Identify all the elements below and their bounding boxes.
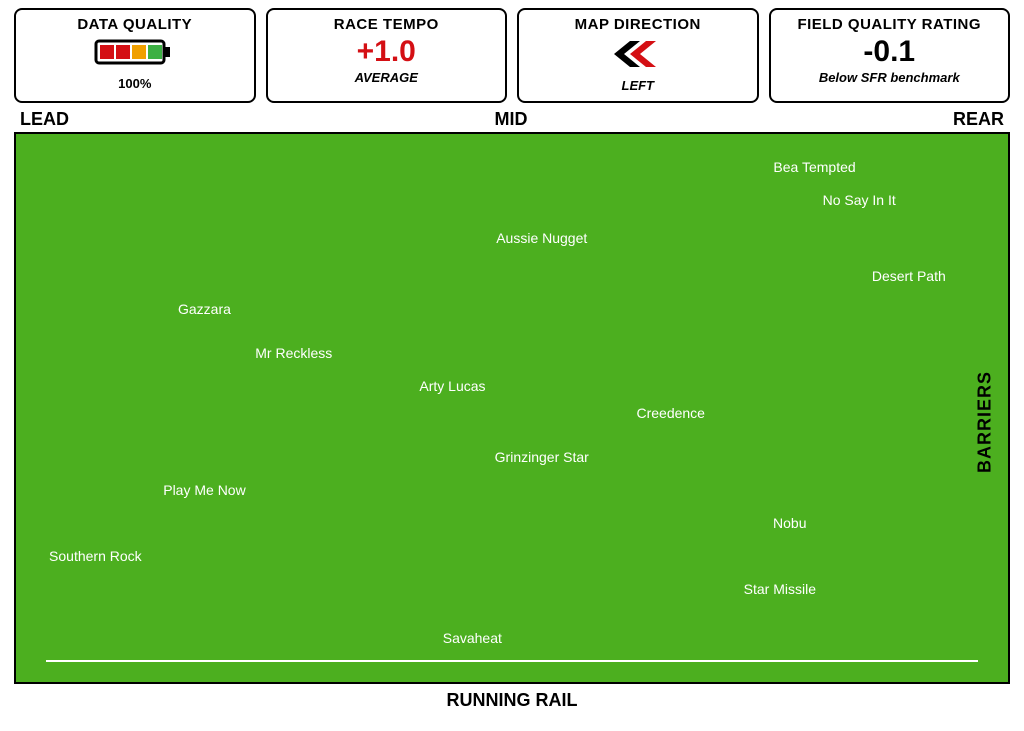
race-tempo-sub: AVERAGE (355, 70, 418, 85)
map-direction-card: MAP DIRECTION LEFT (517, 8, 759, 103)
horse-marker: Star Missile (744, 581, 816, 597)
horse-marker: Grinzinger Star (495, 449, 589, 465)
field-quality-value: -0.1 (863, 35, 915, 68)
data-quality-title: DATA QUALITY (77, 16, 192, 33)
info-cards-row: DATA QUALITY 100% RACE TEMPO +1.0 AVERAG… (14, 8, 1010, 103)
field-quality-title: FIELD QUALITY RATING (797, 16, 981, 33)
race-tempo-title: RACE TEMPO (334, 16, 439, 33)
horse-marker: Desert Path (872, 268, 946, 284)
horse-marker: Southern Rock (49, 548, 142, 564)
horse-marker: Savaheat (443, 630, 502, 646)
horse-marker: Arty Lucas (419, 378, 485, 394)
horse-marker: Nobu (773, 515, 806, 531)
horse-marker: Play Me Now (163, 482, 245, 498)
data-quality-card: DATA QUALITY 100% (14, 8, 256, 103)
race-tempo-value: +1.0 (357, 35, 416, 68)
data-quality-percent: 100% (118, 76, 151, 91)
race-tempo-card: RACE TEMPO +1.0 AVERAGE (266, 8, 508, 103)
running-rail-line (46, 660, 978, 662)
chevron-left-icon (610, 39, 666, 74)
horse-marker: Gazzara (178, 301, 231, 317)
field-background (16, 134, 1008, 682)
axis-rear-label: REAR (953, 109, 1004, 130)
horse-marker: Bea Tempted (773, 159, 855, 175)
running-rail-label: RUNNING RAIL (14, 690, 1010, 711)
field-wrap: Bea Tempted No Say In It Aussie Nugget Dese… (14, 132, 1010, 711)
barriers-axis-label: BARRIERS (974, 370, 995, 472)
battery-icon (94, 37, 176, 72)
field-quality-sub: Below SFR benchmark (819, 70, 960, 85)
axis-lead-label: LEAD (20, 109, 69, 130)
position-axis-labels: LEAD MID REAR (14, 109, 1010, 130)
horse-marker: Creedence (636, 405, 705, 421)
horse-marker: Aussie Nugget (496, 230, 587, 246)
horse-marker: No Say In It (823, 192, 896, 208)
race-field-map: Bea Tempted No Say In It Aussie Nugget Dese… (14, 132, 1010, 684)
axis-mid-label: MID (494, 109, 527, 130)
field-quality-card: FIELD QUALITY RATING -0.1 Below SFR benc… (769, 8, 1011, 103)
map-direction-sub: LEFT (622, 78, 655, 93)
horse-marker: Mr Reckless (255, 345, 332, 361)
map-direction-title: MAP DIRECTION (575, 16, 701, 33)
